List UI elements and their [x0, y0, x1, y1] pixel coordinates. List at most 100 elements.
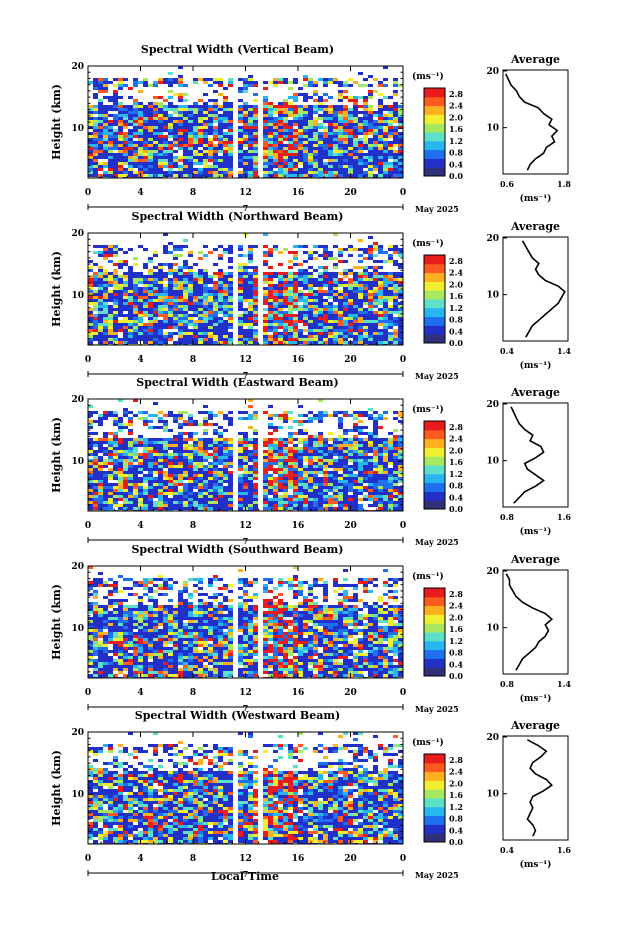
x-tick-label: 8 — [190, 188, 196, 198]
panel-title: Spectral Width (Eastward Beam) — [136, 376, 338, 389]
profile-x-tick-label: 0.6 — [500, 179, 514, 189]
x-tick-label: 20 — [344, 521, 357, 531]
profile-title: Average — [510, 386, 560, 399]
x-tick-label: 12 — [239, 521, 252, 531]
date-label: May 2025 — [415, 870, 459, 880]
colorbar-tick-label: 0.0 — [449, 837, 463, 847]
colorbar-unit: (ms⁻¹) — [412, 404, 444, 415]
colorbar-segment — [424, 649, 445, 659]
profile-y-tick-label: 10 — [486, 124, 499, 134]
day-label: 7 — [243, 370, 249, 380]
colorbar-segment — [424, 281, 445, 291]
colorbar-tick-label: 1.2 — [449, 303, 463, 313]
profile-line — [505, 573, 554, 671]
x-tick-label: 0 — [400, 188, 406, 198]
colorbar-tick-label: 0.4 — [449, 326, 463, 336]
colorbar-segment — [424, 316, 445, 326]
colorbar-segment — [424, 429, 445, 440]
heatmap-cells — [88, 66, 403, 178]
x-tick-label: 0 — [85, 854, 91, 864]
colorbar-tick-label: 1.6 — [449, 790, 463, 800]
colorbar-segment — [424, 815, 445, 825]
date-label: May 2025 — [415, 204, 459, 214]
profile-x-label: (ms⁻¹) — [520, 859, 552, 870]
colorbar-segment — [424, 789, 445, 799]
y-tick-label: 10 — [71, 457, 84, 467]
x-tick-label: 20 — [344, 688, 357, 698]
colorbar-tick-label: 0.4 — [449, 492, 463, 502]
colorbar-segment — [424, 482, 445, 492]
profile-line — [526, 739, 554, 837]
colorbar-segment — [424, 658, 445, 668]
colorbar-frame — [423, 753, 446, 843]
x-tick-label: 12 — [239, 188, 252, 198]
colorbar-segment — [424, 263, 445, 274]
colorbar-segment — [424, 833, 445, 843]
colorbar-segment — [424, 96, 445, 107]
colorbar-tick-label: 1.6 — [449, 624, 463, 634]
colorbar-frame — [423, 87, 446, 177]
colorbar-tick-label: 2.0 — [449, 279, 463, 289]
profile-x-label: (ms⁻¹) — [520, 526, 552, 537]
colorbar-tick-label: 0.0 — [449, 504, 463, 514]
date-label: May 2025 — [415, 537, 459, 547]
colorbar-segment — [424, 754, 445, 764]
colorbar-frame — [423, 254, 446, 344]
profile-line — [510, 406, 545, 504]
colorbar-segment — [424, 123, 445, 133]
profile-x-label: (ms⁻¹) — [520, 193, 552, 204]
colorbar-segment — [424, 421, 445, 431]
colorbar-tick-label: 1.2 — [449, 136, 463, 146]
x-tick-label: 0 — [400, 355, 406, 365]
colorbar-tick-label: 0.8 — [449, 648, 463, 658]
colorbar-unit: (ms⁻¹) — [412, 737, 444, 748]
colorbar-segment — [424, 105, 445, 115]
x-tick-label: 16 — [292, 188, 305, 198]
colorbar-tick-label: 0.4 — [449, 659, 463, 669]
x-tick-label: 0 — [400, 521, 406, 531]
colorbar-tick-label: 2.0 — [449, 445, 463, 455]
colorbar-tick-label: 2.8 — [449, 422, 463, 432]
y-axis-label: Height (km) — [50, 750, 63, 826]
colorbar-segment — [424, 447, 445, 457]
colorbar-tick-label: 2.4 — [449, 268, 463, 278]
colorbar-tick-label: 1.6 — [449, 457, 463, 467]
profile-title: Average — [510, 719, 560, 732]
colorbar-tick-label: 1.2 — [449, 469, 463, 479]
profile-title: Average — [510, 53, 560, 66]
x-tick-label: 4 — [137, 688, 143, 698]
panel-2: Spectral Width (Northward Beam) 0 4 8 12 16 20… — [50, 210, 571, 381]
y-tick-label: 20 — [71, 229, 84, 239]
colorbar-segment — [424, 290, 445, 300]
colorbar-tick-label: 1.6 — [449, 124, 463, 134]
colorbar-tick-label: 0.8 — [449, 148, 463, 158]
profile-frame — [502, 69, 569, 175]
profile-y-tick-label: 20 — [486, 733, 499, 743]
panel-5: Spectral Width (Westward Beam) 0 4 8 12 16 20 0… — [50, 709, 571, 880]
profile-line — [521, 240, 566, 338]
x-tick-label: 0 — [85, 688, 91, 698]
profile-x-tick-label: 1.4 — [557, 346, 571, 356]
x-tick-label: 12 — [239, 688, 252, 698]
colorbar-segment — [424, 307, 445, 318]
x-tick-label: 4 — [137, 854, 143, 864]
colorbar-segment — [424, 596, 445, 607]
day-label: 7 — [243, 703, 249, 713]
x-tick-label: 8 — [190, 854, 196, 864]
colorbar-segment — [424, 299, 445, 309]
x-tick-label: 0 — [400, 688, 406, 698]
y-tick-label: 20 — [71, 62, 84, 72]
colorbar-unit: (ms⁻¹) — [412, 238, 444, 249]
profile-x-tick-label: 1.4 — [557, 679, 571, 689]
x-axis-label: Local Time — [211, 870, 279, 883]
colorbar-frame — [423, 587, 446, 677]
profile-x-tick-label: 1.8 — [557, 179, 571, 189]
colorbar-tick-label: 0.8 — [449, 481, 463, 491]
profile-line — [504, 73, 559, 171]
profile-y-tick-label: 10 — [486, 624, 499, 634]
colorbar-segment — [424, 824, 445, 834]
colorbar-tick-label: 2.4 — [449, 767, 463, 777]
colorbar-segment — [424, 667, 445, 677]
colorbar-segment — [424, 771, 445, 781]
colorbar-tick-label: 2.4 — [449, 601, 463, 611]
